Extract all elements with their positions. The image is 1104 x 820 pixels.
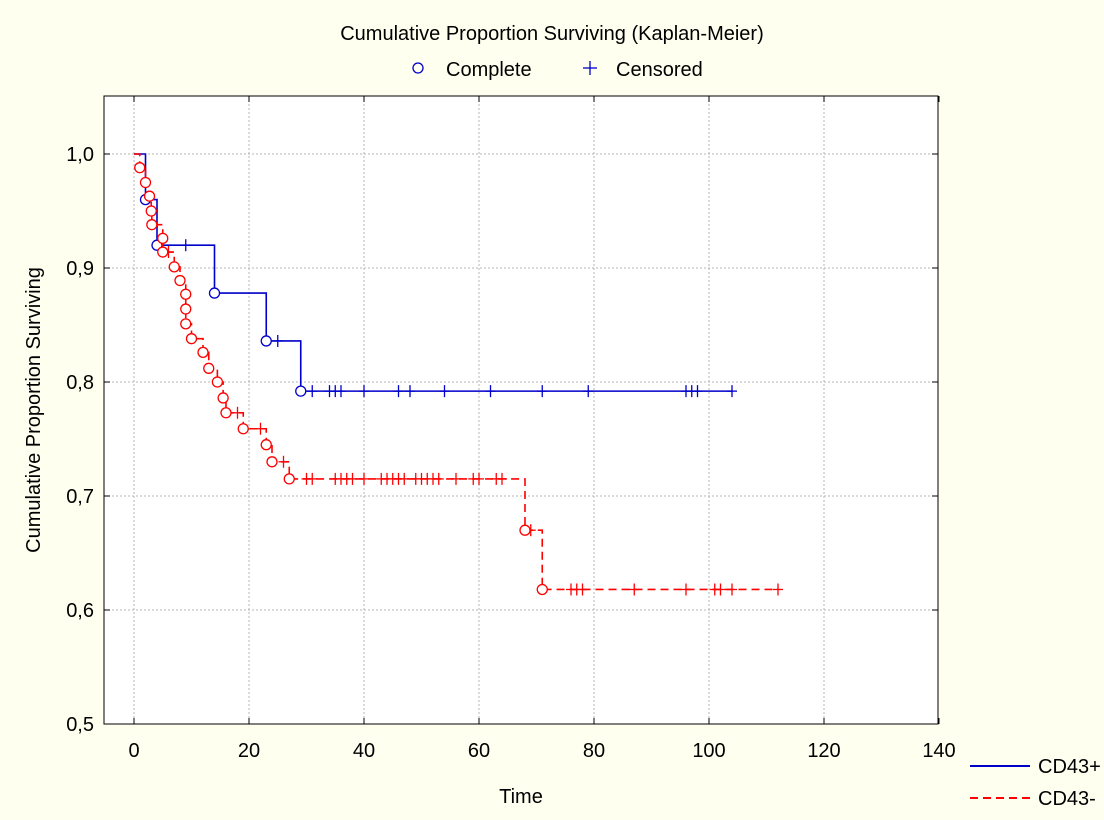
censored-marker	[307, 385, 318, 398]
legend-censored-label: Censored	[616, 59, 703, 81]
censored-marker	[347, 472, 358, 485]
complete-marker	[157, 232, 169, 245]
complete-marker	[266, 456, 278, 468]
complete-marker	[157, 246, 169, 258]
censored-marker	[773, 583, 783, 596]
censored-marker	[715, 583, 726, 596]
censored-marker	[692, 385, 703, 398]
censored-marker	[272, 334, 283, 347]
y-tick-label: 0,7	[66, 486, 94, 508]
complete-marker	[134, 162, 146, 174]
censored-marker	[537, 385, 548, 398]
complete-marker	[260, 335, 272, 347]
censored-marker	[727, 583, 737, 596]
censored-marker	[439, 385, 450, 398]
censored-marker	[474, 472, 484, 485]
x-axis-label: Time	[499, 786, 543, 808]
y-tick-label: 0,6	[66, 600, 94, 622]
series-legend: CD43+ CD43-	[970, 756, 1101, 810]
complete-marker	[180, 318, 192, 330]
series-layer	[134, 153, 783, 596]
censored-marker	[278, 455, 289, 468]
series-cd43-pos	[134, 153, 737, 398]
x-axis-ticks: 0 20 40 60 80 100 120 140	[128, 96, 956, 762]
y-tick-label: 1,0	[66, 144, 94, 166]
y-axis-ticks: 0,5 0,6 0,7 0,8 0,9 1,0	[66, 144, 938, 736]
x-tick-label: 0	[128, 740, 139, 762]
censored-marker	[497, 472, 507, 485]
x-tick-label: 60	[468, 740, 490, 762]
x-tick-label: 120	[807, 740, 840, 762]
legend-series-label: CD43-	[1038, 788, 1096, 810]
censored-marker	[336, 385, 346, 398]
censored-marker	[681, 583, 691, 596]
complete-marker	[220, 407, 232, 419]
complete-marker	[211, 376, 224, 388]
censored-marker	[180, 239, 191, 252]
y-tick-label: 0,5	[66, 714, 94, 736]
censored-marker	[405, 385, 415, 398]
complete-marker	[283, 473, 295, 485]
plot-area	[103, 95, 939, 725]
complete-marker	[185, 333, 198, 345]
complete-marker	[168, 261, 180, 273]
complete-marker	[203, 362, 215, 374]
complete-marker	[143, 190, 156, 202]
complete-marker	[146, 219, 158, 231]
x-tick-label: 80	[583, 740, 605, 762]
grid-lines	[104, 96, 938, 724]
legend-series-label: CD43+	[1038, 756, 1101, 778]
survival-step-line	[134, 153, 732, 392]
legend-complete-label: Complete	[446, 59, 532, 81]
y-axis-label: Cumulative Proportion Surviving	[23, 267, 45, 553]
censored-marker	[255, 422, 266, 435]
censored-marker	[359, 472, 369, 485]
complete-marker	[139, 176, 152, 189]
censored-marker	[583, 385, 594, 398]
x-tick-label: 20	[238, 740, 260, 762]
complete-marker	[145, 205, 157, 217]
censored-marker	[359, 385, 369, 398]
complete-marker-icon	[412, 62, 424, 74]
censored-marker	[399, 472, 410, 485]
censored-marker	[307, 472, 318, 485]
complete-marker	[536, 583, 548, 596]
complete-marker	[174, 274, 186, 287]
complete-marker	[237, 423, 249, 435]
complete-marker	[519, 524, 531, 536]
series-cd43-neg	[134, 153, 783, 596]
censored-marker	[485, 385, 496, 398]
x-tick-label: 100	[692, 740, 725, 762]
censored-marker	[433, 472, 444, 485]
complete-marker	[217, 392, 229, 404]
complete-marker	[208, 287, 221, 299]
censored-marker	[727, 385, 737, 398]
censored-marker	[577, 583, 588, 596]
complete-marker	[180, 303, 192, 315]
censored-marker	[629, 583, 640, 596]
censored-marker	[451, 472, 461, 485]
complete-marker	[260, 439, 272, 451]
y-tick-label: 0,9	[66, 258, 94, 280]
y-tick-label: 0,8	[66, 372, 94, 394]
complete-marker	[197, 346, 209, 359]
x-tick-label: 140	[922, 740, 955, 762]
complete-marker	[180, 288, 192, 300]
censored-marker	[393, 385, 404, 398]
marker-legend: Complete Censored	[412, 59, 703, 81]
chart-title: Cumulative Proportion Surviving (Kaplan-…	[340, 23, 764, 45]
censored-marker	[232, 406, 243, 419]
complete-marker	[295, 385, 307, 397]
x-tick-label: 40	[353, 740, 375, 762]
censored-marker-icon	[583, 61, 597, 75]
